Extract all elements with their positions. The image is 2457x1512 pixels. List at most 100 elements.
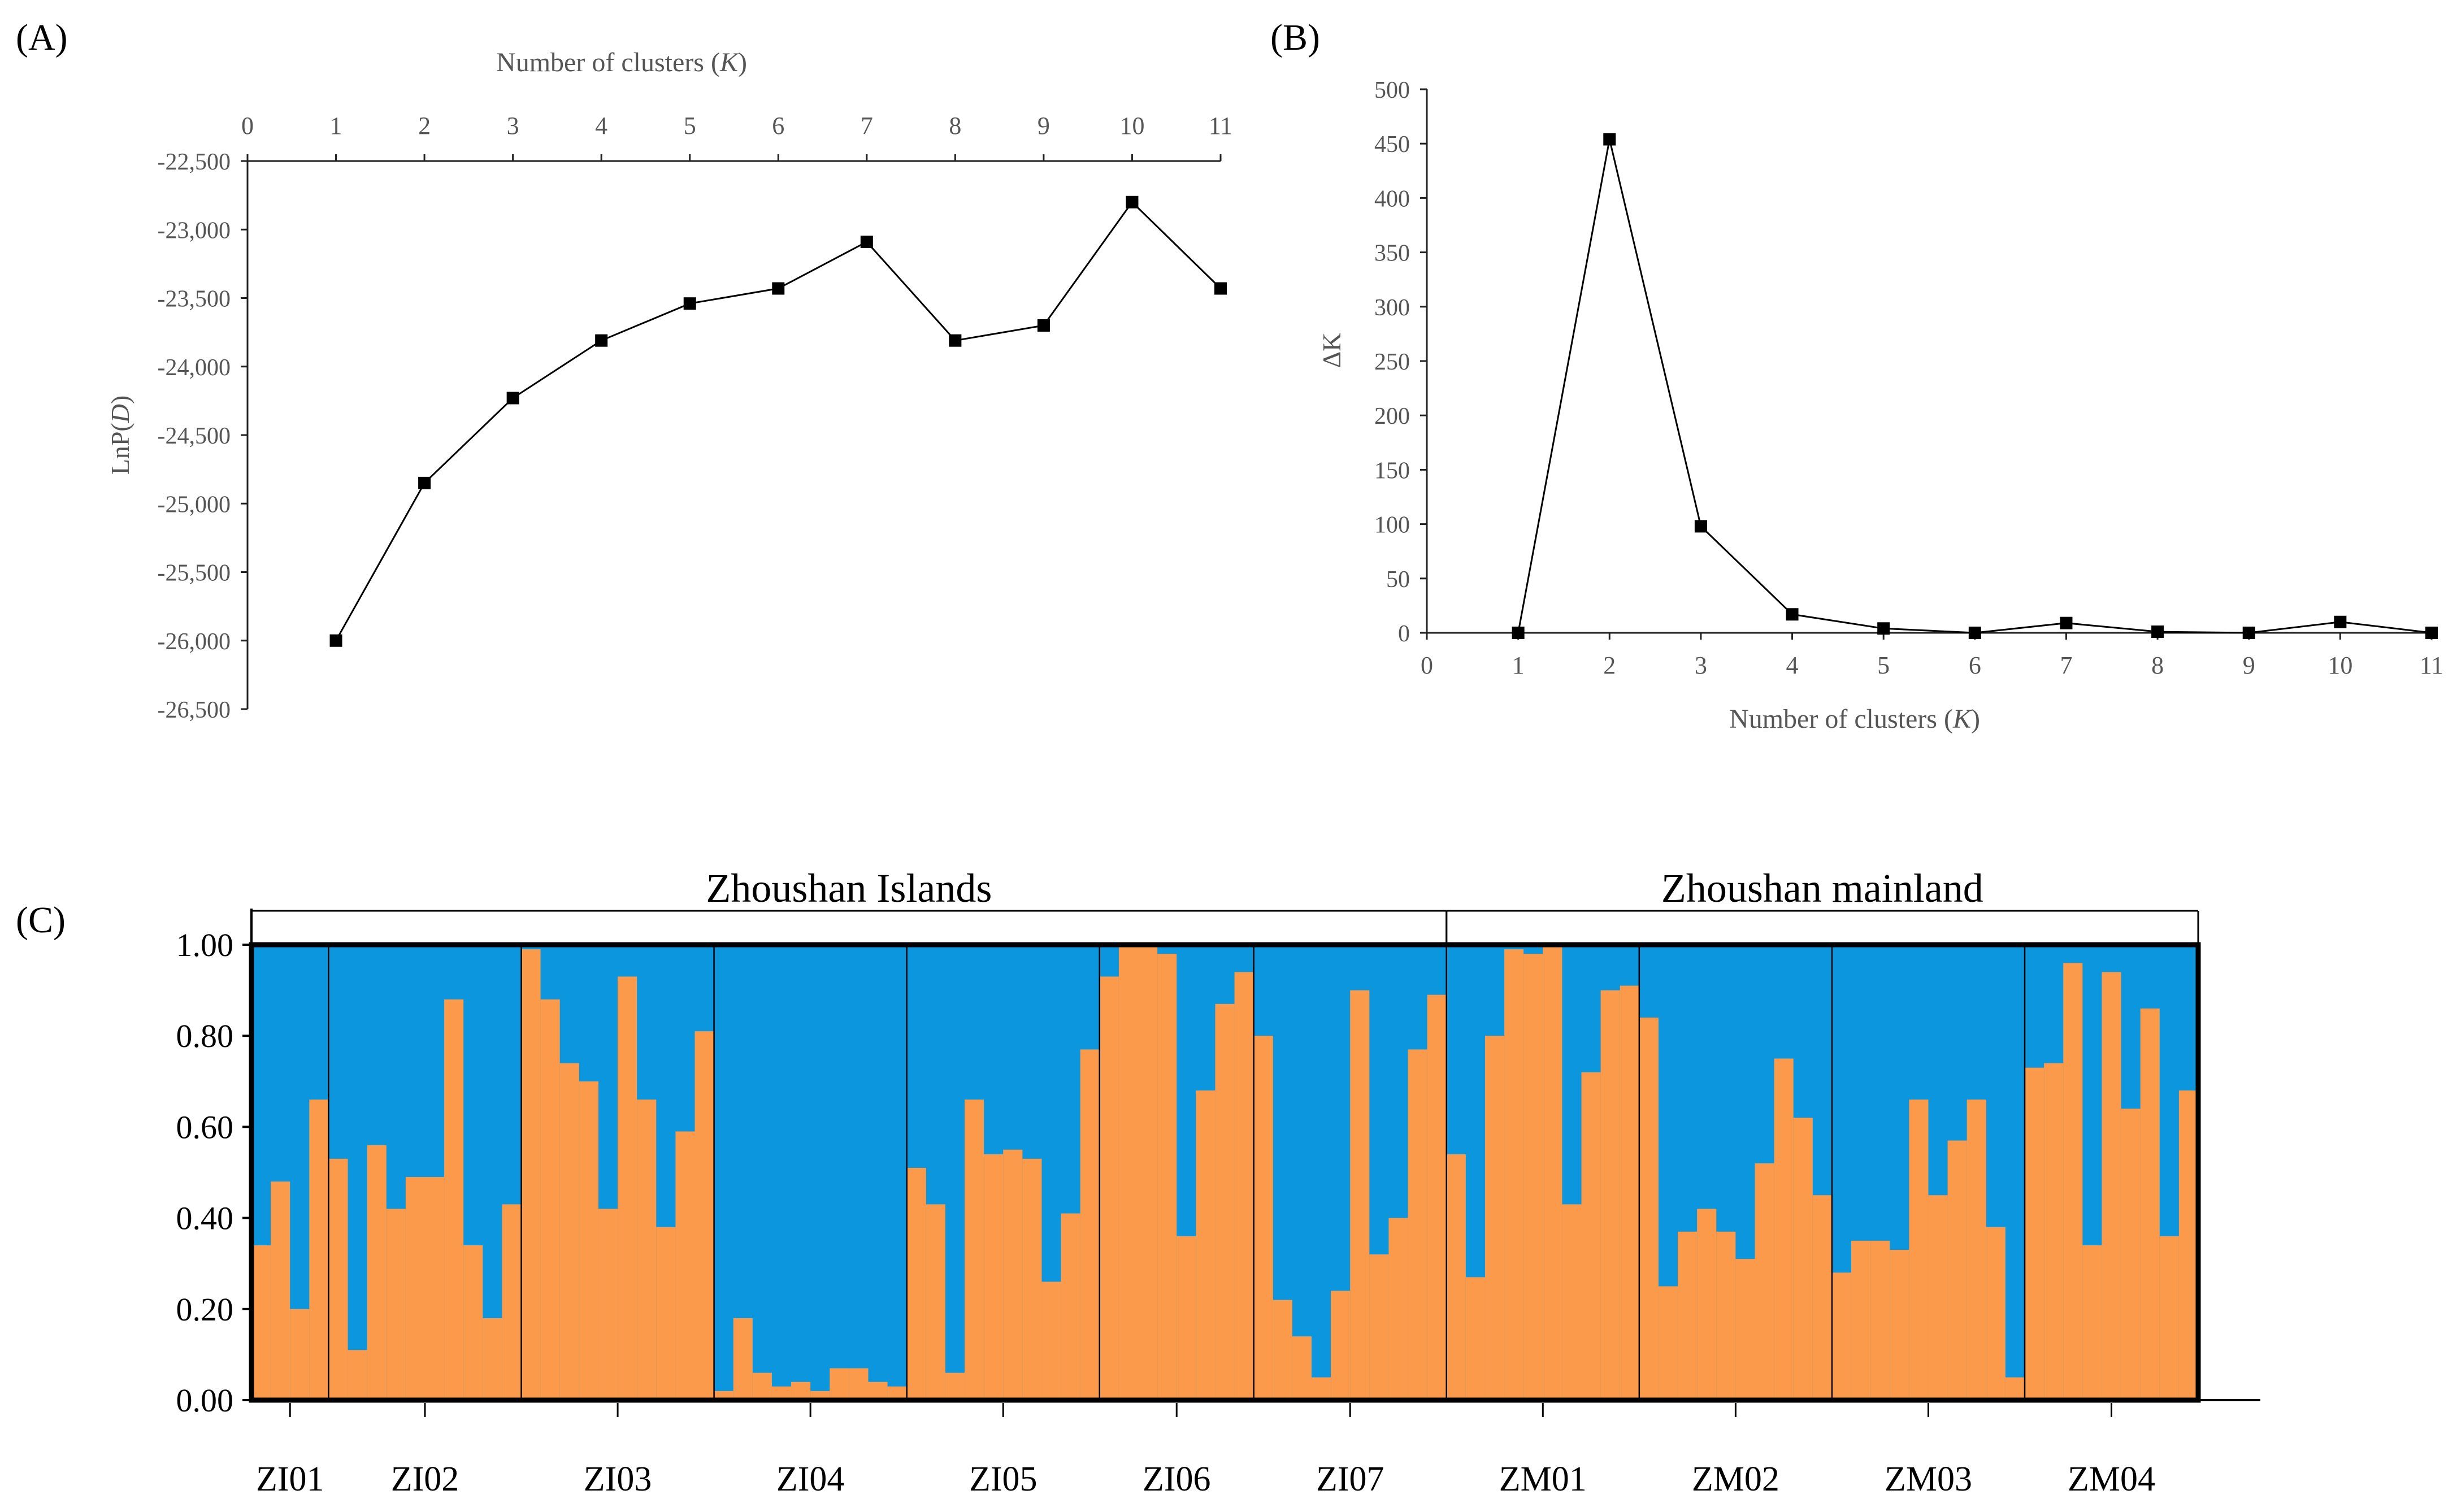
- panel-a-x-tick-label: 6: [772, 112, 784, 140]
- panel-b-y-tick-label: 50: [1386, 567, 1410, 593]
- structure-bar-cluster1: [1099, 976, 1119, 1400]
- structure-bar-cluster1: [1388, 1218, 1409, 1400]
- panel-a-x-tick-label: 4: [595, 112, 607, 140]
- structure-bar-cluster1: [1484, 1036, 1505, 1400]
- structure-bar-cluster1: [1118, 945, 1139, 1400]
- structure-bar-cluster1: [1581, 1072, 1601, 1400]
- structure-bar-cluster1: [1253, 1036, 1274, 1400]
- structure-bar-cluster1: [579, 1081, 599, 1400]
- structure-bar-cluster2: [1311, 945, 1331, 1400]
- panel-b-x-tick-label: 4: [1786, 651, 1799, 679]
- structure-bar-cluster1: [1755, 1163, 1775, 1400]
- structure-bar-cluster1: [2082, 1245, 2103, 1400]
- structure-bar-cluster1: [906, 1167, 927, 1400]
- structure-bar-cluster1: [1986, 1227, 2006, 1400]
- panel-b-x-tick-label: 3: [1695, 651, 1707, 679]
- structure-bar-cluster1: [984, 1154, 1004, 1400]
- panel-b-y-tick-label: 0: [1398, 621, 1410, 647]
- structure-bar-cluster1: [2140, 1008, 2160, 1400]
- panel-a-x-tick-label: 7: [861, 112, 873, 140]
- structure-bar-cluster1: [1831, 1272, 1852, 1400]
- panel-b-y-tick-label: 300: [1374, 295, 1410, 321]
- region-label: Zhoushan Islands: [706, 866, 992, 911]
- panel-b-point: [1877, 622, 1890, 635]
- structure-bar-cluster1: [1003, 1149, 1023, 1400]
- panel-a-x-tick-label: 2: [418, 112, 431, 140]
- structure-bar-cluster1: [926, 1204, 946, 1400]
- structure-bar-cluster1: [733, 1318, 753, 1400]
- population-label: ZI07: [1316, 1460, 1384, 1498]
- panel-c-frame: [242, 909, 2260, 1403]
- panel-b-y-tick-labels: 0 50 100 150 200 250 300 350 400 450 500: [1374, 77, 1410, 647]
- structure-bar-cluster1: [1446, 1154, 1466, 1400]
- panel-a-point: [1037, 319, 1050, 332]
- structure-bar-cluster2: [1292, 945, 1312, 1400]
- panel-a-point: [949, 334, 962, 347]
- population-label: ZM02: [1692, 1460, 1779, 1498]
- panel-c-y-tick-label: 0.20: [176, 1291, 234, 1328]
- structure-bar-cluster1: [1311, 1377, 1331, 1400]
- structure-bar-cluster1: [1369, 1254, 1390, 1400]
- panel-a-y-tick-labels: -22,500 -23,000 -23,500 -24,000 -24,500 -25,0…: [158, 149, 231, 723]
- population-label: ZI05: [969, 1460, 1038, 1498]
- structure-bar-cluster1: [1658, 1286, 1678, 1400]
- panel-b-point: [2151, 625, 2164, 638]
- structure-bar-cluster1: [2063, 963, 2083, 1400]
- structure-bar-cluster1: [656, 1227, 676, 1400]
- structure-bar-cluster2: [752, 945, 772, 1400]
- structure-bar-cluster1: [2178, 1090, 2199, 1400]
- structure-bar-cluster1: [1543, 945, 1563, 1400]
- panel-b-x-tick-label: 9: [2243, 651, 2255, 679]
- panel-b: (B) Number of clusters (K) ΔK 0 1 2 3 4 5 6 7 8 9…: [1270, 17, 2443, 734]
- panel-b-x-tick-label: 10: [2328, 651, 2352, 679]
- panel-a-y-tick-label: -26,500: [158, 697, 231, 723]
- structure-bar-cluster1: [637, 1100, 657, 1400]
- panel-a-point: [418, 476, 431, 489]
- structure-bar-cluster1: [521, 949, 541, 1400]
- structure-bar-cluster1: [1909, 1100, 1929, 1400]
- panel-a-line: [335, 201, 1222, 641]
- structure-bar-cluster1: [1292, 1336, 1312, 1400]
- structure-bar-cluster1: [945, 1372, 965, 1400]
- structure-bar-cluster1: [1620, 985, 1640, 1400]
- panel-a-series: [329, 195, 1227, 647]
- structure-bar-cluster1: [2102, 972, 2122, 1400]
- structure-bar-cluster1: [752, 1372, 772, 1400]
- structure-bar-cluster1: [251, 1245, 271, 1400]
- structure-bar-cluster1: [2159, 1236, 2180, 1400]
- structure-bar-cluster1: [444, 999, 464, 1400]
- structure-bar-cluster1: [348, 1350, 368, 1400]
- structure-bar-cluster1: [694, 1031, 715, 1400]
- structure-bar-cluster2: [868, 945, 888, 1400]
- structure-bar-cluster1: [1851, 1240, 1871, 1400]
- panel-a-point: [1214, 282, 1227, 295]
- panel-a-x-tick-label: 11: [1209, 112, 1232, 140]
- structure-bar-cluster1: [1870, 1240, 1891, 1400]
- panel-c-y-tick-labels: 0.00 0.20 0.40 0.60 0.80 1.00: [176, 927, 234, 1419]
- structure-bar-cluster1: [367, 1145, 387, 1400]
- panel-b-y-tick-label: 500: [1374, 77, 1410, 103]
- panel-a-x-tick-label: 8: [949, 112, 961, 140]
- panel-b-x-tick-label: 11: [2420, 651, 2443, 679]
- structure-bar-cluster1: [1041, 1281, 1062, 1400]
- structure-bar-cluster1: [271, 1181, 291, 1400]
- structure-bar-cluster1: [1408, 1049, 1428, 1400]
- panel-b-y-tick-label: 250: [1374, 349, 1410, 375]
- population-label: ZM04: [2068, 1460, 2155, 1498]
- panel-a-y-tick-label: -26,000: [158, 629, 231, 655]
- structure-bar-cluster1: [1774, 1058, 1794, 1400]
- structure-bar-cluster1: [1234, 972, 1254, 1400]
- structure-bar-cluster1: [1273, 1300, 1293, 1400]
- panel-a-x-tick-label: 0: [241, 112, 254, 140]
- structure-bar-cluster2: [945, 945, 965, 1400]
- panel-b-line: [1517, 139, 2432, 634]
- population-label: ZM01: [1499, 1460, 1587, 1498]
- panel-b-y-tick-label: 200: [1374, 403, 1410, 429]
- structure-bar-cluster1: [791, 1381, 811, 1400]
- panel-b-point: [1786, 608, 1799, 621]
- structure-bar-cluster2: [714, 945, 734, 1400]
- structure-bar-cluster1: [309, 1100, 329, 1400]
- panel-a-axes: [241, 154, 1222, 710]
- panel-b-y-tick-label: 350: [1374, 241, 1410, 267]
